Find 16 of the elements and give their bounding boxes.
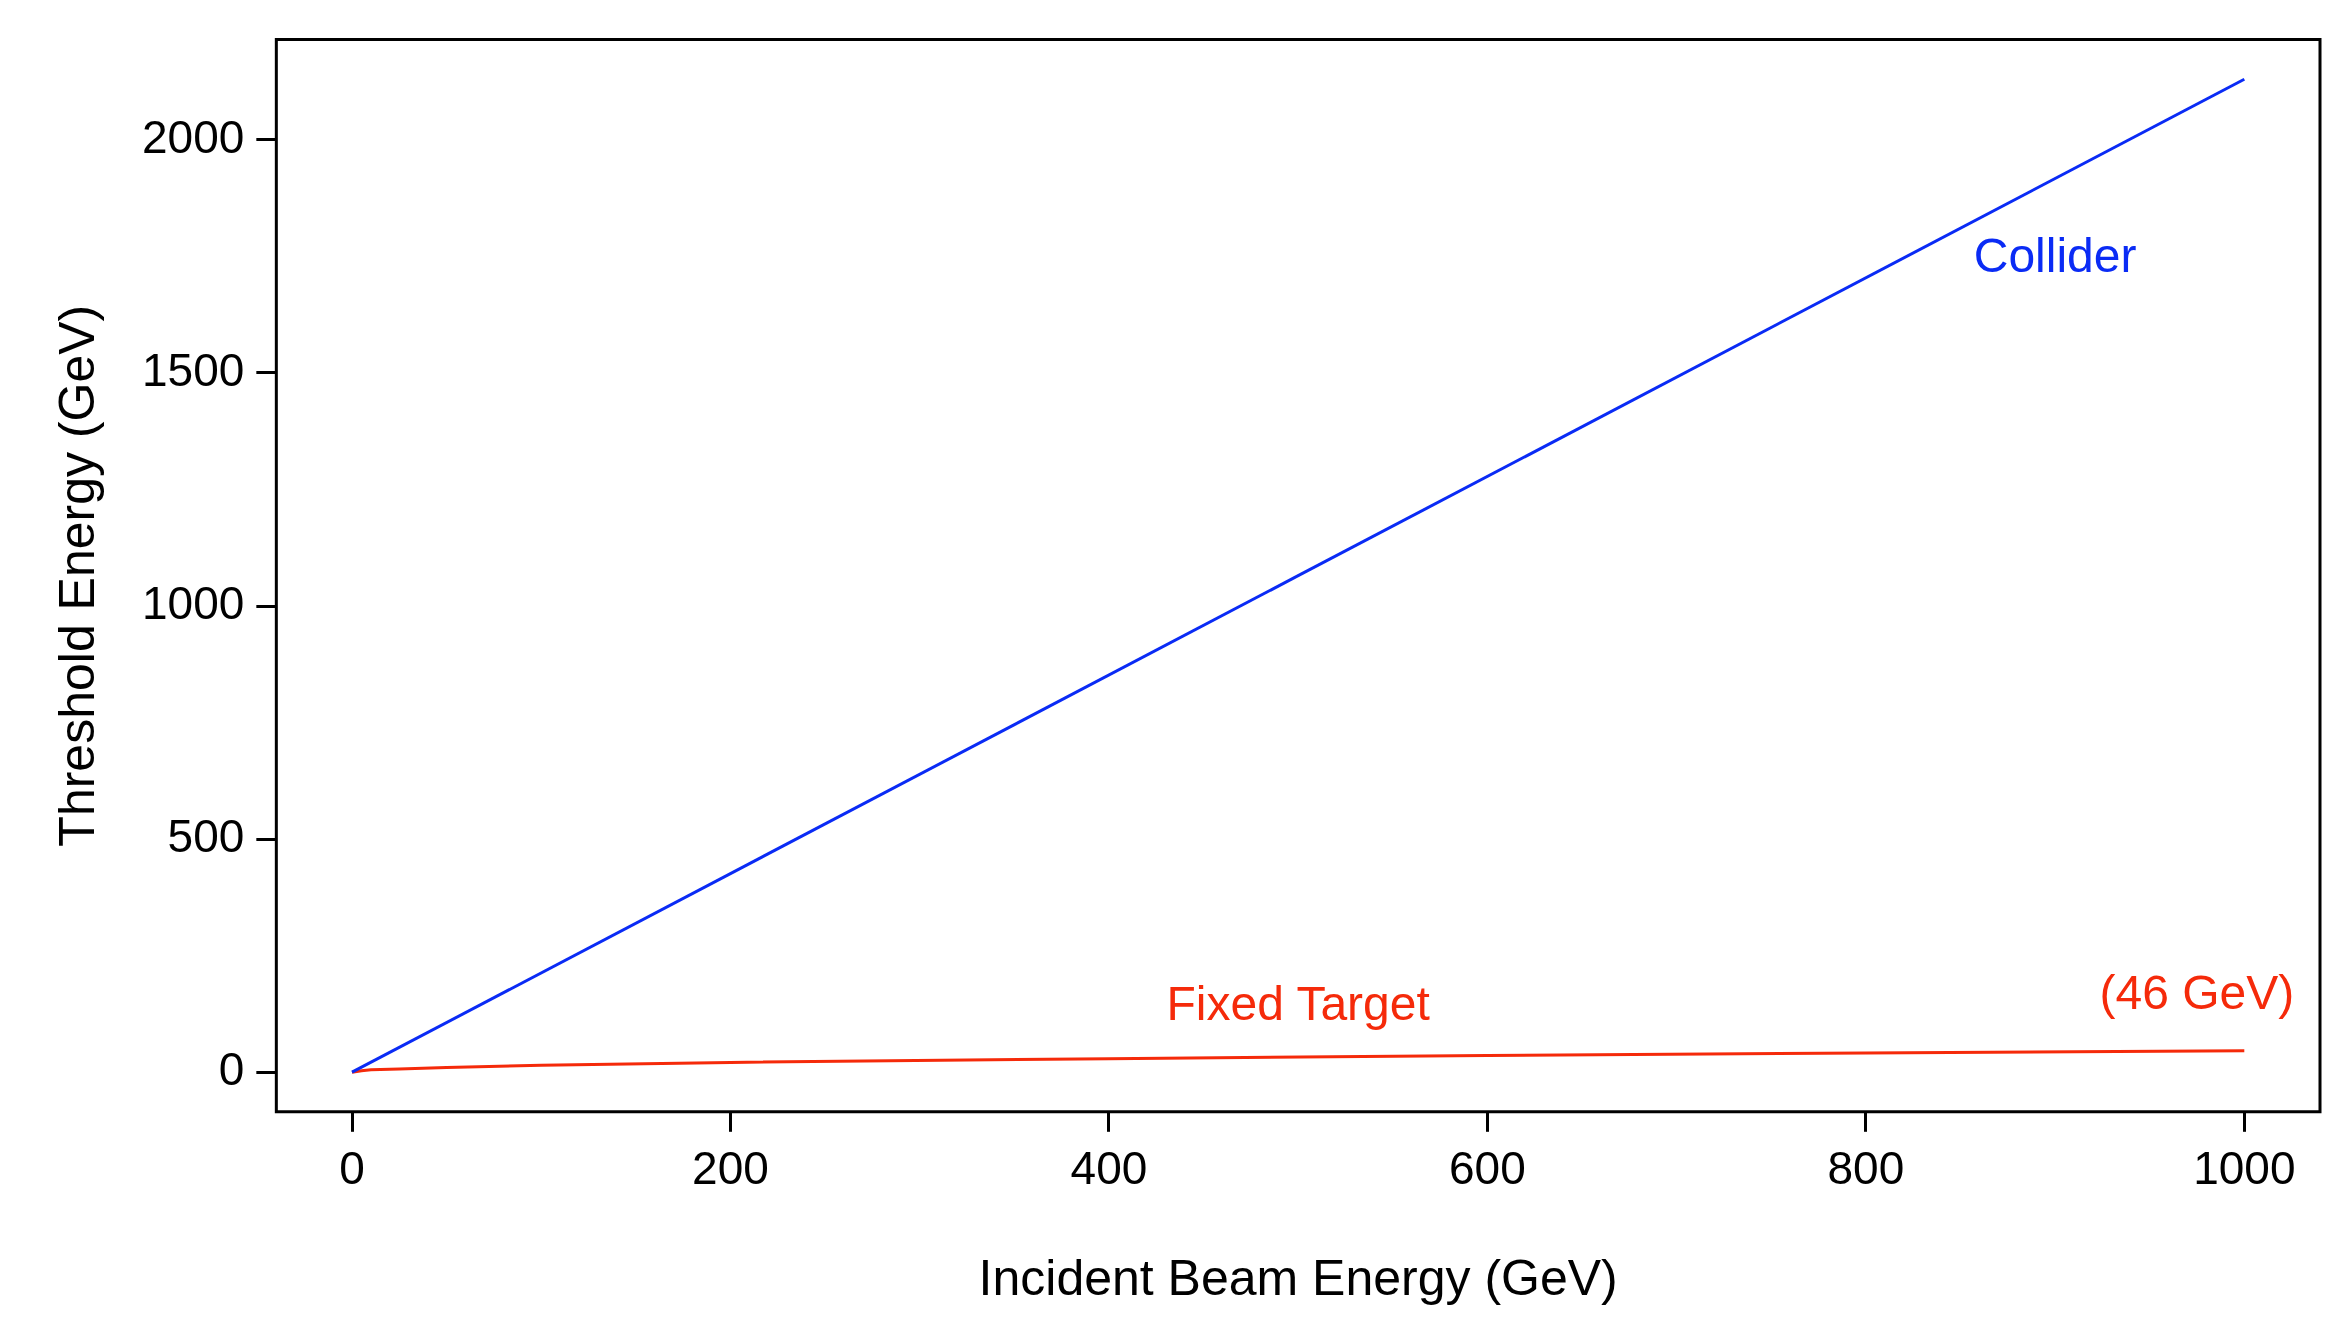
y-tick-label: 1500 [141, 343, 245, 396]
x-tick-label: 1000 [2193, 1142, 2296, 1195]
x-tick-label: 200 [692, 1142, 769, 1195]
series-label: Fixed Target [1166, 977, 1430, 1031]
x-tick-label: 400 [1070, 1142, 1148, 1195]
x-tick-label: 800 [1827, 1142, 1905, 1195]
x-axis-title: Incident Beam Energy (GeV) [978, 1249, 1618, 1306]
y-axis-title: Threshold Energy (GeV) [48, 304, 105, 847]
y-tick-label: 1000 [141, 576, 245, 629]
x-tick-label: 0 [339, 1142, 365, 1195]
x-tick-label: 600 [1449, 1142, 1526, 1195]
y-tick-label: 500 [167, 809, 245, 862]
y-tick-label: 2000 [141, 110, 245, 163]
series-label: Collider [1973, 228, 2137, 282]
annotation: (46 GeV) [2099, 965, 2295, 1019]
y-tick-label: 0 [218, 1042, 245, 1095]
